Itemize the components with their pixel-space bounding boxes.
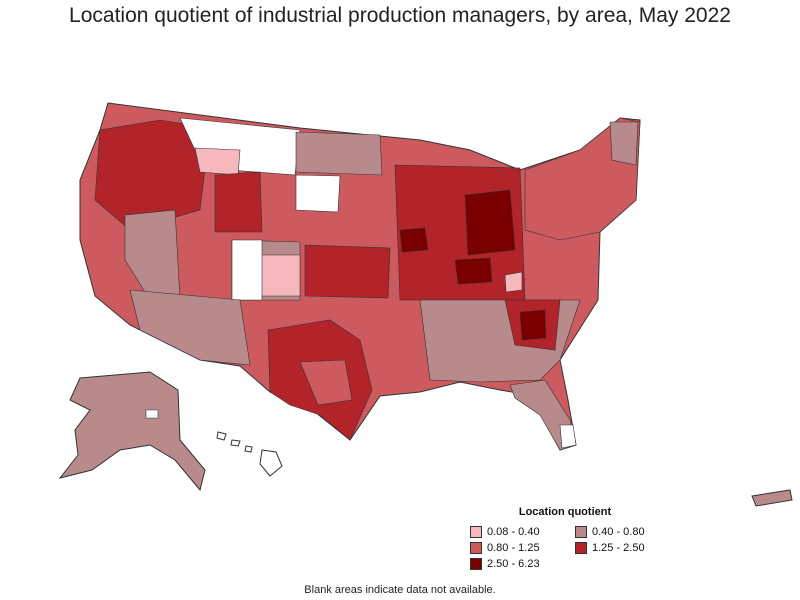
legend-label-1: 0.08 - 0.40 — [487, 526, 540, 538]
legend-swatch-5 — [470, 558, 482, 570]
region-midwest-darkest-1 — [464, 189, 516, 256]
alaska — [58, 371, 206, 492]
region-wyoming — [214, 171, 263, 233]
region-light-1 — [194, 147, 241, 176]
legend-label-4: 1.25 - 2.50 — [592, 542, 645, 554]
region-kentucky-darkest — [454, 257, 493, 285]
legend-swatch-3 — [470, 542, 482, 554]
region-maine-muted — [609, 121, 639, 166]
legend-label-5: 2.50 - 6.23 — [487, 558, 540, 570]
map-title: Location quotient of industrial producti… — [69, 4, 731, 27]
region-northwest — [94, 119, 211, 231]
legend-item-1: 0.08 - 0.40 — [470, 526, 575, 538]
legend-swatch-1 — [470, 526, 482, 538]
legend-label-3: 0.80 - 1.25 — [487, 542, 540, 554]
legend: Location quotient 0.08 - 0.40 0.40 - 0.8… — [470, 506, 700, 570]
no-data-note: Blank areas indicate data not available. — [304, 584, 496, 596]
alaska-white-patch — [145, 409, 159, 419]
legend-swatch-4 — [575, 542, 587, 554]
region-south-dakota-no-data — [295, 174, 341, 213]
legend-label-2: 0.40 - 0.80 — [592, 526, 645, 538]
region-montana-no-data — [179, 117, 301, 176]
region-sc-darkest — [519, 309, 547, 341]
region-west-virginia-light — [504, 271, 523, 293]
legend-title: Location quotient — [518, 506, 612, 518]
hawaii — [216, 431, 283, 477]
region-florida-no-data — [559, 424, 577, 449]
region-north-dakota — [295, 131, 383, 176]
region-kansas — [304, 244, 391, 299]
region-colorado-no-data — [231, 239, 263, 301]
region-midwest-darkest-2 — [399, 227, 429, 253]
legend-item-2: 0.40 - 0.80 — [575, 526, 680, 538]
region-southwest — [129, 289, 251, 366]
region-florida — [509, 379, 577, 451]
legend-item-5: 2.50 - 6.23 — [470, 558, 575, 570]
legend-item-4: 1.25 - 2.50 — [575, 542, 680, 554]
puerto-rico — [751, 489, 793, 507]
legend-item-3: 0.80 - 1.25 — [470, 542, 575, 554]
legend-swatch-2 — [575, 526, 587, 538]
region-texas-muted — [299, 359, 353, 406]
